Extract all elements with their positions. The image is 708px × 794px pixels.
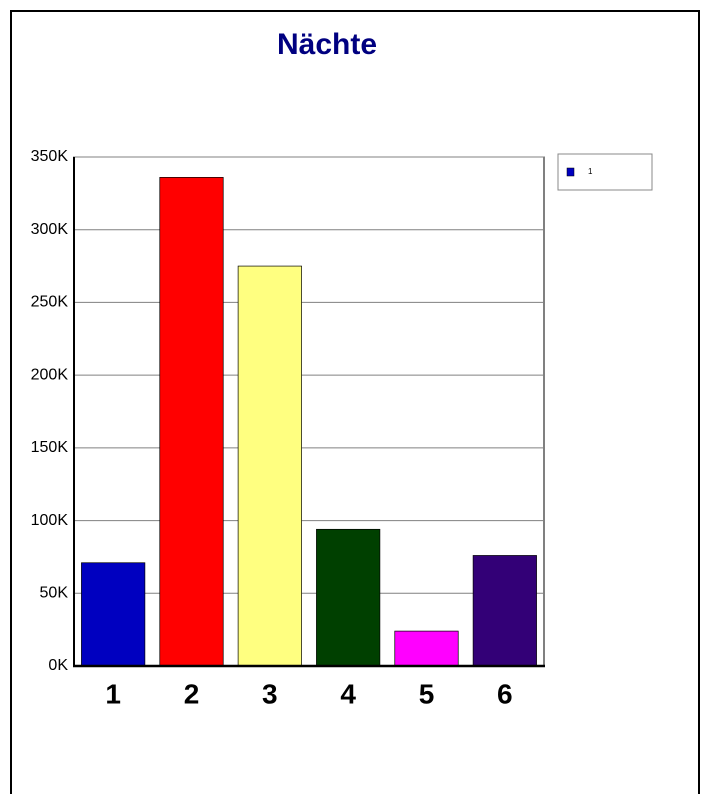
x-tick-label: 1 [105,678,121,709]
x-tick-label: 3 [262,678,278,709]
bar [81,562,146,667]
y-tick-label: 100K [31,512,69,529]
y-tick-label: 300K [31,221,69,238]
bar [237,265,302,667]
bar [159,177,224,667]
y-tick-label: 350K [31,148,69,165]
x-tick-label: 2 [184,678,200,709]
y-tick-label: 200K [31,366,69,383]
bar [316,528,381,667]
chart-title: Nächte [277,28,377,61]
x-tick-label: 4 [340,678,356,709]
legend-marker [566,167,575,177]
legend-box [557,153,653,191]
y-tick-label: 150K [31,439,69,456]
y-tick-label: 0K [48,657,68,674]
y-tick-label: 250K [31,294,69,311]
y-tick-label: 50K [40,585,69,602]
legend-label: 1 [588,167,593,176]
bar [394,630,459,667]
bar [472,555,537,667]
x-tick-label: 5 [419,678,435,709]
frame [10,10,700,794]
plot-area [73,156,545,667]
x-tick-label: 6 [497,678,513,709]
